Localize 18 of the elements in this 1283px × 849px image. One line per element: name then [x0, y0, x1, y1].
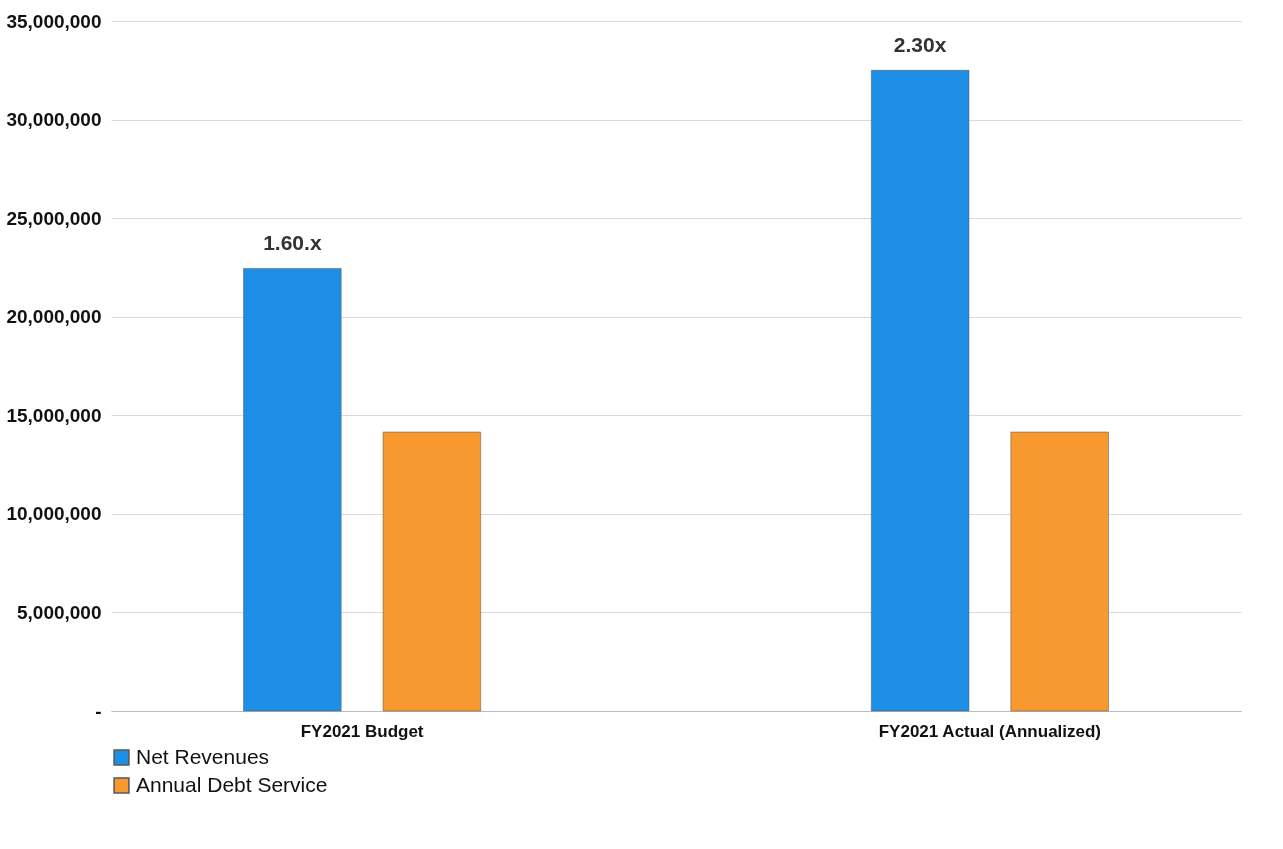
y-tick-label: 30,000,000: [6, 109, 102, 131]
bar: [382, 431, 481, 712]
bar: [871, 70, 970, 712]
y-tick-label: 10,000,000: [6, 503, 102, 525]
bar: [243, 268, 342, 712]
y-tick-label: -: [95, 700, 102, 722]
y-tick-label: 35,000,000: [6, 10, 102, 32]
x-tick-label: FY2021 Actual (Annualized): [878, 721, 1102, 741]
y-tick-label: 25,000,000: [6, 207, 102, 229]
y-tick-label: 20,000,000: [6, 306, 102, 328]
legend-label: Net Revenues: [136, 744, 270, 768]
annotation: 2.30x: [893, 33, 947, 57]
y-tick-label: 15,000,000: [6, 404, 102, 426]
x-tick-label: FY2021 Budget: [300, 721, 424, 741]
annotation: 1.60.x: [263, 231, 322, 255]
bar: [1010, 431, 1109, 712]
legend-label: Annual Debt Service: [136, 772, 328, 796]
y-tick-label: 5,000,000: [16, 601, 102, 623]
